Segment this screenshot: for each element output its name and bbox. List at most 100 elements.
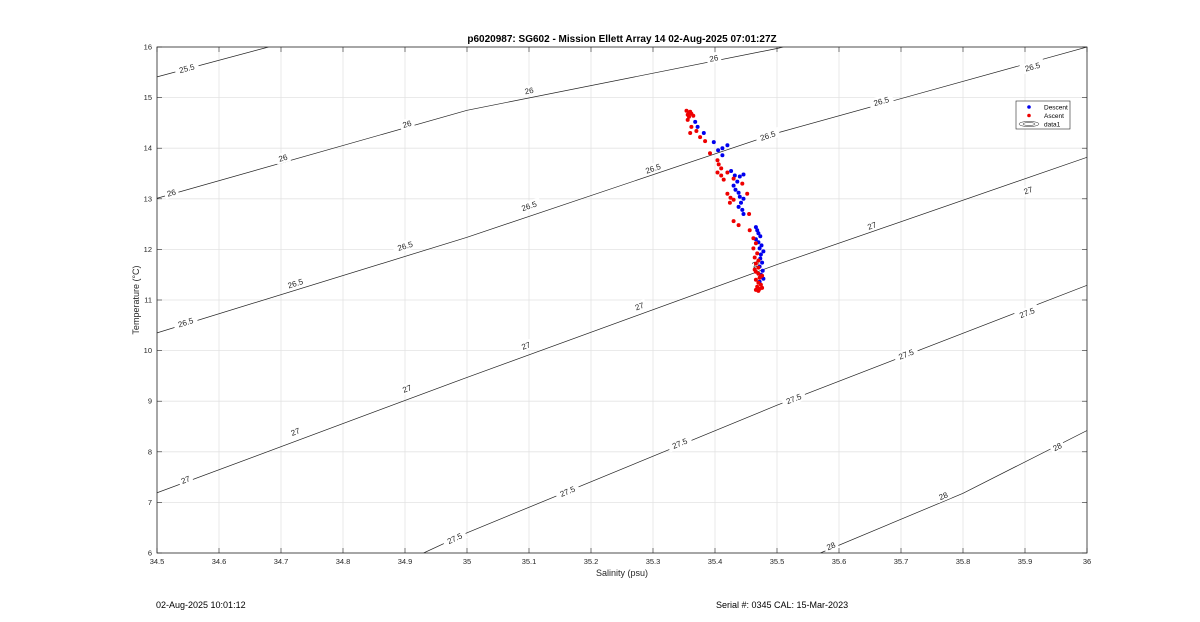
descent-point (756, 231, 761, 236)
ascent-point (703, 139, 708, 144)
contour-label-text: 26 (709, 53, 720, 64)
x-axis-label: Salinity (psu) (596, 568, 648, 578)
descent-point (733, 187, 738, 192)
ascent-point (719, 173, 724, 178)
ascent-point (731, 219, 736, 224)
ascent-point (731, 197, 736, 202)
descent-point (758, 234, 763, 239)
contour-label-text: 26 (278, 153, 290, 164)
contour-label-text: 26.5 (1024, 61, 1042, 74)
contour-label-text: 28 (825, 540, 837, 552)
descent-point (725, 143, 730, 148)
x-tick-label: 34.8 (336, 557, 351, 566)
y-tick-label: 14 (144, 144, 152, 153)
x-tick-label: 34.6 (212, 557, 227, 566)
chart-title: p6020987: SG602 - Mission Ellett Array 1… (467, 34, 776, 45)
contour-label: 26.5 (172, 313, 199, 331)
footer-serial-cal: Serial #: 0345 CAL: 15-Mar-2023 (716, 600, 849, 610)
contour-line-27 (157, 156, 1087, 494)
descent-point (741, 212, 746, 216)
legend-entry: Descent (1044, 104, 1068, 111)
ascent-point (727, 200, 732, 205)
contour-label-text: 27 (520, 340, 532, 352)
ascent-point (745, 191, 750, 196)
legend-marker-descent (1027, 105, 1031, 109)
contour-label-text: 26.5 (177, 316, 195, 329)
legend-entry: Ascent (1044, 113, 1064, 120)
y-tick-label: 8 (148, 447, 152, 456)
contour-label: 26 (521, 84, 537, 97)
descent-point (736, 204, 741, 209)
contour-label-bg (666, 434, 693, 453)
contour-line-25.5 (157, 47, 269, 78)
ascent-point (751, 236, 756, 241)
contour-label-text: 27 (401, 383, 413, 395)
descent-point (757, 246, 762, 251)
contour-label: 26.5 (1019, 58, 1046, 75)
descent-point (761, 249, 766, 254)
ascent-point (756, 271, 761, 276)
contour-line-27.5 (423, 284, 1087, 553)
ascent-point (725, 170, 730, 175)
contour-label: 27 (398, 381, 416, 396)
legend-marker-contour-inner (1022, 122, 1036, 126)
y-tick-label: 9 (148, 397, 152, 406)
descent-point (758, 252, 763, 257)
descent-point (760, 268, 765, 273)
descent-point (760, 260, 765, 265)
contour-label: 26 (274, 151, 292, 165)
contour-label-bg (1019, 58, 1046, 75)
contour-label-text: 28 (1051, 441, 1063, 453)
contour-label-bg (398, 381, 416, 396)
ascent-point (716, 162, 721, 167)
contour-labels: 25.5262626262626.526.526.526.526.526.526… (163, 51, 1066, 554)
contour-label-bg (822, 538, 840, 554)
y-axis-label: Temperature (°C) (131, 265, 141, 334)
descent-point (736, 190, 741, 195)
x-tick-label: 35.3 (646, 557, 661, 566)
x-tick-label: 34.7 (274, 557, 289, 566)
contour-label-text: 26 (402, 119, 414, 130)
contour-label: 27 (1019, 183, 1037, 198)
contour-label: 27.5 (1013, 303, 1040, 322)
contour-label-bg (286, 424, 304, 439)
descent-point (761, 276, 766, 281)
x-tick-label: 34.9 (398, 557, 413, 566)
contour-label-bg (631, 299, 648, 314)
x-tick-label: 35.7 (894, 557, 909, 566)
contour-label-bg (640, 159, 666, 177)
ascent-point (747, 228, 752, 233)
x-tick-label: 35.8 (956, 557, 971, 566)
contour-label-bg (274, 151, 292, 165)
contour-label-text: 26 (524, 86, 535, 97)
grid-lines (156, 46, 1088, 554)
ascent-point (756, 258, 761, 263)
y-tick-label: 6 (148, 549, 152, 558)
contour-label: 27.5 (441, 528, 468, 548)
contour-label-bg (521, 84, 537, 97)
contour-label-text: 26.5 (396, 240, 414, 253)
contour-label: 27 (286, 424, 304, 439)
contour-label-text: 25.5 (178, 62, 196, 75)
ascent-point (752, 255, 757, 260)
contour-label: 26 (398, 117, 416, 131)
contour-label: 27.5 (554, 482, 581, 501)
footer-timestamp: 02-Aug-2025 10:01:12 (156, 600, 246, 610)
data-points (684, 108, 766, 293)
ascent-point (691, 113, 696, 118)
contour-label-text: 27 (1023, 185, 1035, 197)
ascent-point (731, 176, 736, 181)
contour-label-bg (705, 51, 722, 65)
ascent-point (721, 177, 726, 182)
x-tick-label: 35.4 (708, 557, 723, 566)
y-tick-label: 15 (144, 93, 152, 102)
contour-label-bg (1013, 303, 1040, 322)
descent-point (753, 225, 758, 230)
ascent-point (753, 261, 758, 266)
contour-label: 26 (705, 51, 722, 65)
contour-label-bg (163, 185, 180, 200)
contour-label-bg (172, 313, 199, 331)
contour-label-text: 26.5 (873, 95, 891, 108)
